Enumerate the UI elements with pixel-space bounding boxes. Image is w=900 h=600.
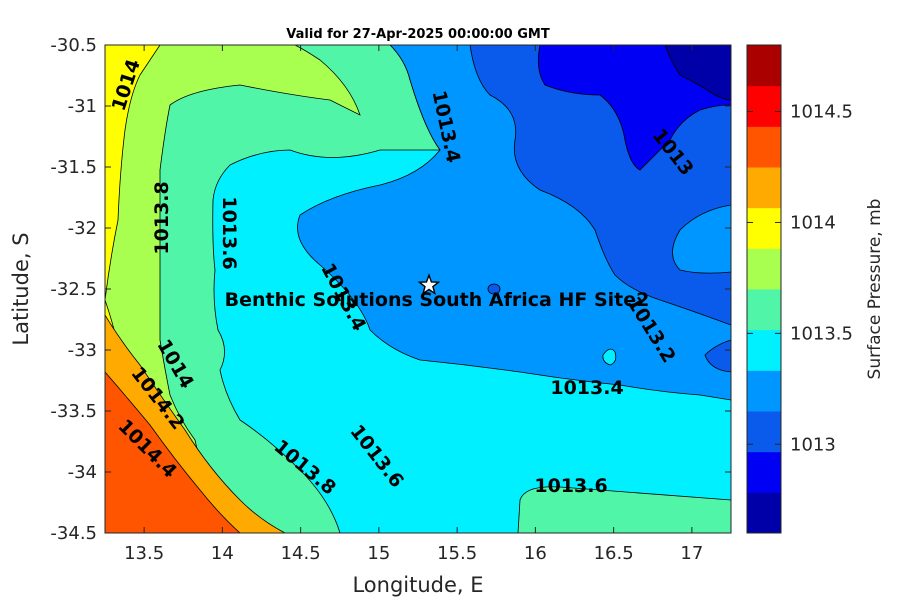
- contour-bands: [105, 45, 731, 533]
- colorbar-swatch: [747, 370, 781, 412]
- x-tick-label: 17: [680, 543, 703, 564]
- colorbar-tick-label: 1013: [790, 434, 836, 455]
- y-tick-label: -33: [68, 340, 97, 361]
- x-tick-label: 15: [367, 543, 390, 564]
- y-tick-label: -34.5: [50, 523, 97, 544]
- x-tick-label: 13.5: [124, 543, 164, 564]
- colorbar-swatch: [747, 167, 781, 209]
- y-axis-label: Latitude, S: [9, 232, 33, 345]
- x-tick-label: 14: [211, 543, 234, 564]
- colorbar-swatch: [747, 451, 781, 493]
- y-tick-label: -32.5: [50, 279, 97, 300]
- colorbar-swatch: [747, 126, 781, 168]
- x-tick-label: 15.5: [437, 543, 477, 564]
- chart-title: Valid for 27-Apr-2025 00:00:00 GMT: [286, 27, 550, 42]
- colorbar-tick-label: 1013.5: [790, 323, 853, 344]
- y-tick-label: -34: [68, 462, 97, 483]
- y-tick-label: -31.5: [50, 157, 97, 178]
- colorbar-swatch: [747, 45, 781, 87]
- colorbar-swatch: [747, 492, 781, 534]
- band-1013.0-1013.2-right: [704, 339, 731, 373]
- colorbar-frame: [746, 44, 782, 534]
- site-label: Benthic Solutions South Africa HF Site2: [225, 289, 650, 311]
- y-tick-label: -31: [68, 96, 97, 117]
- colorbar-swatch: [747, 248, 781, 290]
- site-star-icon: [417, 273, 441, 296]
- band-1012.6-1012.8: [664, 45, 731, 101]
- island-blue: [487, 283, 501, 295]
- contour-label: 1013.6: [218, 196, 240, 269]
- x-axis: 13.5 14 14.5 15 15.5 16 16.5 17: [124, 45, 703, 564]
- y-tick-label: -30.5: [50, 35, 97, 56]
- contour-label: 1013.8: [151, 181, 173, 254]
- band-1013.2-1013.4-pocket: [672, 204, 731, 274]
- x-tick-label: 14.5: [281, 543, 321, 564]
- y-tick-label: -33.5: [50, 401, 97, 422]
- colorbar-swatch: [747, 207, 781, 249]
- contour-label: 1013.4: [550, 377, 623, 399]
- site-marker-group: Benthic Solutions South Africa HF Site2: [225, 273, 650, 311]
- colorbar-swatch: [747, 289, 781, 331]
- y-axis: -30.5 -31 -31.5 -32 -32.5 -33 -33.5 -34 -34.5: [50, 35, 731, 544]
- colorbar-swatch: [747, 329, 781, 371]
- island-cyan: [602, 348, 617, 366]
- y-tick-label: -32: [68, 218, 97, 239]
- colorbar-ticks: 1013 1013.5 1014 1014.5: [747, 102, 853, 455]
- colorbar-tick-label: 1014.5: [790, 102, 853, 123]
- band-1014.4-1014.6: [105, 371, 241, 533]
- colorbar: [746, 44, 782, 534]
- band-1013.6-1013.8-south: [517, 486, 731, 533]
- colorbar-label: Surface Pressure, mb: [865, 199, 885, 380]
- x-tick-label: 16: [524, 543, 547, 564]
- band-1013.6-1013.8-west: [105, 45, 441, 533]
- colorbar-tick-label: 1014: [790, 212, 836, 233]
- colorbar-swatch: [747, 85, 781, 127]
- x-tick-label: 16.5: [594, 543, 634, 564]
- x-axis-label: Longitude, E: [352, 573, 483, 597]
- colorbar-swatch: [747, 411, 781, 453]
- contour-label: 1013.6: [534, 475, 607, 497]
